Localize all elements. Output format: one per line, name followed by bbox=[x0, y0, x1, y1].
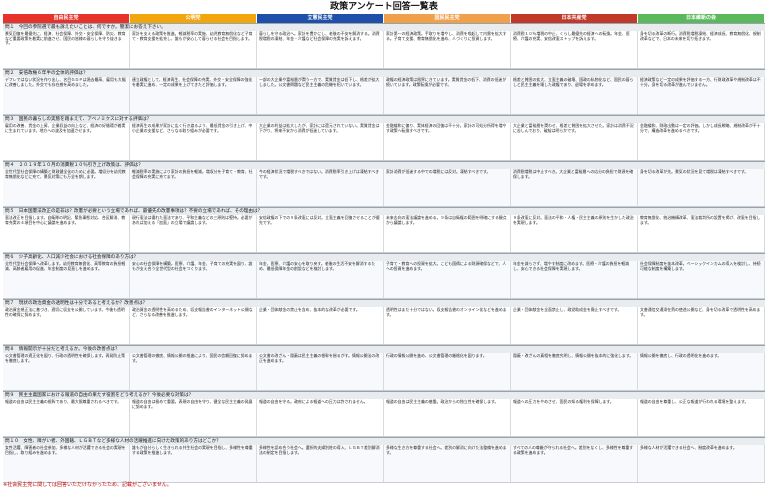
answer-cell: 報道の自由は民主主義の基盤。政治からの独立性を確保します。 bbox=[384, 399, 511, 436]
answer-cell: 女性活躍、障害者の社会参加、多様な人材が活躍できる社会の実現を目指し、取り組みを… bbox=[3, 445, 130, 482]
answer-row: 全世代型社会保障へ改革します。幼児教育無償化、高等教育の負担軽減、高齢者雇用の促… bbox=[3, 261, 765, 299]
question-row: 問３ 国民の暮らしの実態を踏まえて、アベノミクスに対する評価は？ bbox=[3, 115, 765, 123]
answer-row: デフレではない状況を作り出し、名目ＧＤＰは過去最高、雇用も大幅に改善しました。外… bbox=[3, 77, 765, 115]
answer-cell: 身を切る改革が先。景気の状況を見て増税は凍結すべきです。 bbox=[638, 169, 765, 206]
answer-cell: 身を切る改革の断行。消費税増税凍結、経済成長、教育無償化、規制改革などで、日本の… bbox=[638, 31, 765, 68]
answer-cell: 多様な人材が活躍できる社会へ、制度改革を進めます。 bbox=[638, 445, 765, 482]
answer-cell: 公文書管理の適正化を図り、行政の透明性を確保します。再発防止策を徹底します。 bbox=[3, 353, 130, 390]
answer-row: 報道の自由は民主主義の根幹であり、最大限尊重されるべきです。 報道の自由は極めて重… bbox=[3, 399, 765, 437]
answer-cell: 景気回復を最優先に、経済、社会保障、外交・安全保障、防災、教育など重要政策を着実… bbox=[3, 31, 130, 68]
answer-cell: 公文書管理の徹底、情報公開の推進により、国民の信頼回復に努めます。 bbox=[130, 353, 257, 390]
answer-cell: 報道の自由は極めて重要。表現の自由を守り、健全な民主主義の発展に努めます。 bbox=[130, 399, 257, 436]
answer-cell: 家計第一の経済政策。手取りを増やし、消費を喚起して内需を拡大する。子育て支援、教… bbox=[384, 31, 511, 68]
page-title: 政策アンケート回答一覧表 bbox=[330, 2, 438, 12]
answer-cell: 報道の自由を尊重し、公正な報道が行われる環境を整えます。 bbox=[638, 399, 765, 436]
answer-row: 公文書管理の適正化を図り、行政の透明性を確保します。再発防止策を徹底します。 公文… bbox=[3, 353, 765, 391]
answer-cell: 全世代型社会保障へ改革します。幼児教育無償化、高等教育の負担軽減、高齢者雇用の促… bbox=[3, 261, 130, 298]
party-header: 自由民主党 bbox=[3, 14, 130, 23]
answer-row: 女性活躍、障害者の社会参加、多様な人材が活躍できる社会の実現を目指し、取り組みを… bbox=[3, 445, 765, 483]
answer-cell: 透明性はまだ十分ではない。収支報告書のオンライン化などを進めます。 bbox=[384, 307, 511, 344]
answer-cell: 現行憲法は優れた憲法であり、平和主義などの三原則は堅持。必要があれば加える「加憲… bbox=[130, 215, 257, 252]
answer-cell: 社会保障制度を抜本改革。ベーシックインカムの導入を検討し、持続可能な制度を構築し… bbox=[638, 261, 765, 298]
answer-cell: 未来志向の憲法議論を進める。９条は自衛権の範囲を明確にする観点から議論します。 bbox=[384, 215, 511, 252]
answer-cell: 全世代型社会保障の構築と財政健全化のために必要。増収分を幼児教育無償化などに充て… bbox=[3, 169, 130, 206]
question-row: 問５ 日本国憲法改正の是非は？改憲が必要という立場であれば、最優先の改憲事項は？… bbox=[3, 207, 765, 215]
question-row: 問４ ２０１９年１０月の消費税１０％引き上げ政策は、評価は？ bbox=[3, 161, 765, 169]
answer-cell: 経済再生の成果が家計に広く行き渡るよう、最低賃金の引き上げ、中小企業の支援など、… bbox=[130, 123, 257, 160]
party-header: 日本共産党 bbox=[511, 14, 638, 23]
footnote: ※社会民主党に関しては回答いただけなかったため、記載がございません。 bbox=[3, 482, 172, 488]
answer-cell: 消費税増税は中止すべき。大企業と富裕層への応分の負担で財源を確保します。 bbox=[511, 169, 638, 206]
answer-row: 全世代型社会保障の構築と財政健全化のために必要。増収分を幼児教育無償化などに充て… bbox=[3, 169, 765, 207]
party-header-row: 自由民主党 公明党 立憲民主党 国民民主党 日本共産党 日本維新の会 bbox=[3, 14, 765, 23]
answer-cell: すべての人の尊厳が守られる社会へ。差別をなくし、多様性を尊重する政策を進めます。 bbox=[511, 445, 638, 482]
answer-cell: 報道の自由は民主主義の根幹であり、最大限尊重されるべきです。 bbox=[3, 399, 130, 436]
answer-cell: 多様な生き方を尊重する社会へ。差別の解消に向けた法整備を進めます。 bbox=[384, 445, 511, 482]
answer-row: 憲法改正を目指します。自衛隊の明記、緊急事態対応、合区解消、教育充実の４項目を中… bbox=[3, 215, 765, 253]
answer-row: 雇用の改善、賃金の上昇、企業収益の向上など、経済の好循環が着実に生まれています。… bbox=[3, 123, 765, 161]
question-row: 問７ 現状の政治資金の透明性は十分であると考えるか？改善点は？ bbox=[3, 299, 765, 307]
answer-cell: 誰もが自分らしく生きられる共生社会の実現を目指し、多様性を尊重する政策を推進しま… bbox=[130, 445, 257, 482]
answer-cell: 企業・団体献金の禁止を含め、抜本的な改革が必要です。 bbox=[257, 307, 384, 344]
answer-cell: 家計消費が低迷する中での増税には反対。凍結すべきです。 bbox=[384, 169, 511, 206]
question-row: 問８ 情報開示が十分だと考えるか。今後の改善点は？ bbox=[3, 345, 765, 353]
answer-cell: 報道の自由を守る。政府による報道への圧力は許されません。 bbox=[257, 399, 384, 436]
answer-cell: 文書通信交通滞在費の使途公開など、身を切る改革で透明性を高めます。 bbox=[638, 307, 765, 344]
question-row: 問２ 安倍政権６年半の全体的評価は？ bbox=[3, 69, 765, 77]
answer-cell: 経済政策など一定の成果を評価する一方、行財政改革や規制改革は不十分。身を切る改革… bbox=[638, 77, 765, 114]
answer-cell: 金融緩和に偏り、実体経済の回復は不十分。家計の可処分所得を増やす政策へ転換すべき… bbox=[384, 123, 511, 160]
answer-cell: 情報公開を徹底し、行政の透明化を進めます。 bbox=[638, 353, 765, 390]
survey-table: 問１ 今回の参院選で最も訴えたいことは、何ですか。簡潔にお答え下さい。 景気回復を… bbox=[3, 23, 765, 483]
answer-cell: 一部の大企業や富裕層が潤う一方で、実質賃金は低下し、格差が拡大しました。公文書問… bbox=[257, 77, 384, 114]
answer-cell: 軽減税率の実施により家計の負担を軽減。増収分を子育て・教育、社会保障の充実に充て… bbox=[130, 169, 257, 206]
answer-cell: 行政の情報公開を進め、公文書管理の厳格化を図ります。 bbox=[384, 353, 511, 390]
answer-row: 政治資金規正法に基づき、適切に収支を公開しています。今後も透明性の確保に努めます… bbox=[3, 307, 765, 345]
answer-cell: 報道への圧力をやめさせ、国民の知る権利を保障します。 bbox=[511, 399, 638, 436]
answer-cell: 格差と貧困の拡大、立憲主義の破壊、国政の私物化など、国民の暮らしと民主主義を壊し… bbox=[511, 77, 638, 114]
answer-cell: 消費税１０％増税の中止、くらし最優先の経済への転換。年金、医療、介護の充実、安倍… bbox=[511, 31, 638, 68]
answer-cell: 教育無償化、統治機構改革、憲法裁判所の設置を掲げ、改憲を目指します。 bbox=[638, 215, 765, 252]
question-row: 問６ 少子高齢化、人口減少社会における社会保障のあり方は？ bbox=[3, 253, 765, 261]
answer-cell: 暮らしを守る政治へ。家計を豊かにし、老後の不安を解消する。消費税増税の凍結、年金… bbox=[257, 31, 384, 68]
answer-cell: ９条改憲に反対。憲法の平和・人権・民主主義の原則を生かした政治を実現します。 bbox=[511, 215, 638, 252]
answer-cell: 公文書の改ざん・隠蔽は民主主義の根幹を揺るがす。情報公開法の改正を進めます。 bbox=[257, 353, 384, 390]
answer-cell: 政治資金の透明性を高めるため、収支報告書のインターネット公開など、さらなる改善を… bbox=[130, 307, 257, 344]
answer-cell: 多様性を認め合う社会へ。選択的夫婦別姓の導入、ＬＧＢＴ差別解消法の制定を目指しま… bbox=[257, 445, 384, 482]
question-row: 問１ 今回の参院選で最も訴えたいことは、何ですか。簡潔にお答え下さい。 bbox=[3, 23, 765, 31]
answer-cell: 子育て・教育への投資を拡大。こども国債による財源確保などで、人への投資を進めます… bbox=[384, 261, 511, 298]
answer-cell: 金融緩和、財政出動は一定の評価。しかし成長戦略、規制改革が不十分で、構造改革を進… bbox=[638, 123, 765, 160]
party-header: 日本維新の会 bbox=[638, 14, 765, 23]
answer-cell: 今の経済状況で増税すべきではない。消費税率引き上げは凍結すべきです。 bbox=[257, 169, 384, 206]
party-header: 公明党 bbox=[130, 14, 257, 23]
party-header: 立憲民主党 bbox=[257, 14, 384, 23]
answer-cell: 連立政権として、経済再生、社会保障の充実、外交・安全保障の強化を着実に進め、一定… bbox=[130, 77, 257, 114]
answer-cell: 家計を支える政策を推進。軽減税率の実施、幼児教育無償化など子育て・教育支援を拡充… bbox=[130, 31, 257, 68]
answer-cell: 雇用の改善、賃金の上昇、企業収益の向上など、経済の好循環が着実に生まれています。… bbox=[3, 123, 130, 160]
answer-cell: 安心の社会保障を構築。医療、介護、年金、子育ての充実を図り、誰もが支え合う全世代… bbox=[130, 261, 257, 298]
answer-cell: 政権の経済政策は限界にきています。実質賃金の低下、消費の低迷が続いています。政策… bbox=[384, 77, 511, 114]
answer-cell: 企業・団体献金を全面禁止し、政党助成金を廃止すべきです。 bbox=[511, 307, 638, 344]
answer-cell: 安倍政権の下での９条改憲には反対。立憲主義を回復させることが優先です。 bbox=[257, 215, 384, 252]
answer-cell: 年金を減らさず、増やす制度に改めます。医療・介護の負担を軽減し、安心できる社会保… bbox=[511, 261, 638, 298]
answer-cell: 大企業の利益は拡大したが、家計には還元されていない。実質賃金は下がり、将来不安か… bbox=[257, 123, 384, 160]
answer-cell: 憲法改正を目指します。自衛隊の明記、緊急事態対応、合区解消、教育充実の４項目を中… bbox=[3, 215, 130, 252]
answer-cell: デフレではない状況を作り出し、名目ＧＤＰは過去最高、雇用も大幅に改善しました。外… bbox=[3, 77, 130, 114]
answer-cell: 年金、医療、介護の安心を取り戻す。老後の生活不安を解消するため、最低保障年金の創… bbox=[257, 261, 384, 298]
answer-cell: 隠蔽・改ざんの真相を徹底究明し、情報公開を抜本的に強化します。 bbox=[511, 353, 638, 390]
answer-cell: 政治資金規正法に基づき、適切に収支を公開しています。今後も透明性の確保に努めます… bbox=[3, 307, 130, 344]
answer-row: 景気回復を最優先に、経済、社会保障、外交・安全保障、防災、教育など重要政策を着実… bbox=[3, 31, 765, 69]
answer-cell: 大企業と富裕層を潤わせ、格差と貧困を拡大させた。家計は消費不況に苦しんでおり、破… bbox=[511, 123, 638, 160]
party-header: 国民民主党 bbox=[384, 14, 511, 23]
question-row: 問１０ 女性、障がい者、外国籍、ＬＧＢＴなど多様な人材の活躍推進に向けた政策的あ… bbox=[3, 437, 765, 445]
question-row: 問９ 民主主義国家における報道の自由の果たす役割をどう考えるか？今後必要な対策は… bbox=[3, 391, 765, 399]
